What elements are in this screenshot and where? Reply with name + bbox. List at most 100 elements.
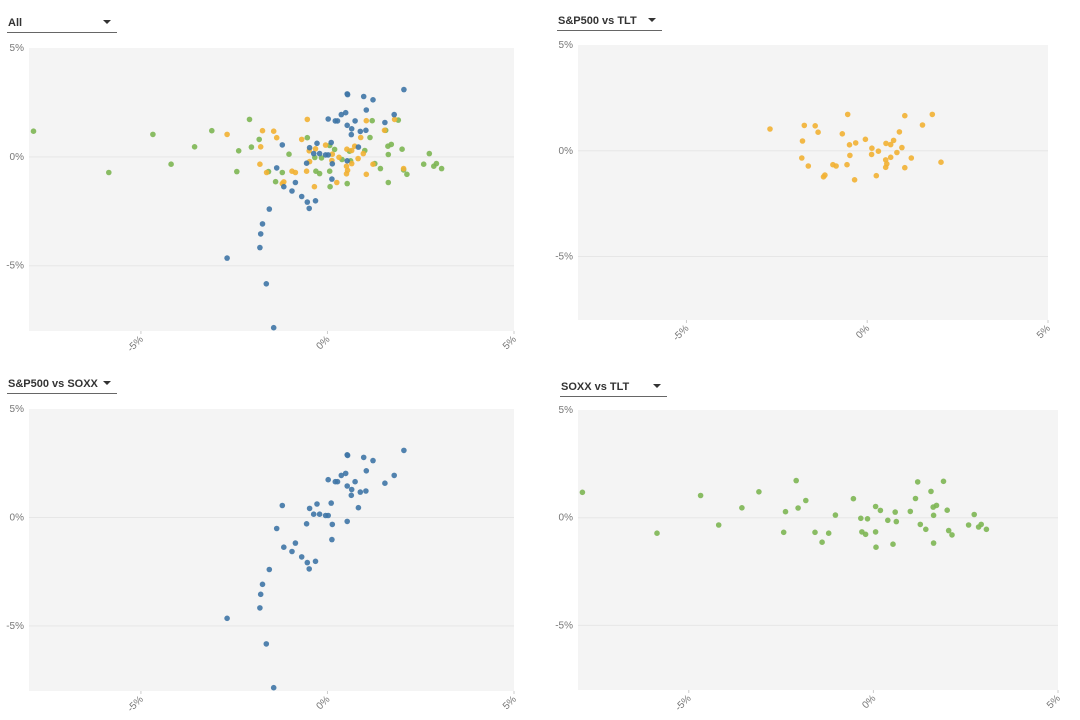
data-point[interactable] [890,137,897,144]
data-point[interactable] [279,502,286,509]
data-point[interactable] [325,116,332,122]
data-point[interactable] [279,142,286,148]
data-point[interactable] [799,155,805,161]
data-point[interactable] [329,521,336,528]
data-point[interactable] [844,161,850,168]
data-point[interactable] [940,478,947,485]
data-point[interactable] [306,505,313,512]
data-point[interactable] [311,183,318,190]
data-point[interactable] [793,477,799,484]
data-point[interactable] [257,244,263,251]
data-point[interactable] [894,149,900,156]
data-point[interactable] [314,140,320,147]
data-point[interactable] [805,163,812,169]
data-point[interactable] [890,541,896,547]
data-point[interactable] [715,522,722,528]
data-point[interactable] [812,123,818,129]
data-point[interactable] [858,515,864,522]
data-point[interactable] [930,512,937,519]
data-point[interactable] [168,161,174,167]
data-point[interactable] [312,146,319,152]
data-point[interactable] [873,172,880,179]
data-point[interactable] [400,165,407,172]
data-point[interactable] [892,509,898,515]
data-point[interactable] [933,502,940,509]
data-point[interactable] [334,179,340,186]
data-point[interactable] [304,116,311,123]
data-point[interactable] [363,468,370,474]
data-point[interactable] [868,151,875,158]
data-point[interactable] [322,142,329,148]
data-point[interactable] [877,507,884,514]
data-point[interactable] [381,127,388,134]
data-point[interactable] [812,529,818,536]
data-point[interactable] [316,170,323,177]
data-point[interactable] [344,483,351,489]
data-point[interactable] [334,118,341,124]
data-point[interactable] [344,452,351,459]
data-point[interactable] [355,155,361,162]
data-point[interactable] [270,128,277,134]
data-point[interactable] [887,154,894,161]
data-point[interactable] [281,544,287,550]
data-point[interactable] [316,150,323,157]
data-point[interactable] [334,478,341,485]
data-point[interactable] [257,161,263,167]
data-point[interactable] [401,447,407,454]
data-point[interactable] [304,559,311,566]
data-point[interactable] [329,176,335,182]
data-point[interactable] [839,131,846,137]
data-point[interactable] [872,529,879,535]
data-point[interactable] [363,117,370,124]
data-point[interactable] [352,478,358,485]
data-point[interactable] [329,161,336,167]
data-point[interactable] [369,117,376,124]
data-point[interactable] [348,160,355,167]
data-point[interactable] [209,127,215,134]
data-point[interactable] [907,508,914,515]
data-point[interactable] [273,525,280,532]
selector-soxx-vs-tlt[interactable]: SOXX vs TLT [560,379,667,397]
data-point[interactable] [306,566,313,572]
data-point[interactable] [846,142,853,148]
data-point[interactable] [363,127,369,134]
data-point[interactable] [697,492,704,499]
data-point[interactable] [654,530,660,536]
data-point[interactable] [328,139,335,146]
selector-sp500-vs-soxx[interactable]: S&P500 vs SOXX [7,376,117,394]
data-point[interactable] [433,160,440,167]
data-point[interactable] [883,140,889,147]
data-point[interactable] [326,168,333,174]
data-point[interactable] [234,168,240,175]
data-point[interactable] [399,146,405,152]
data-point[interactable] [363,488,369,494]
data-point[interactable] [273,165,280,171]
data-point[interactable] [756,489,762,495]
data-point[interactable] [875,148,882,154]
data-point[interactable] [803,497,809,504]
data-point[interactable] [191,144,198,150]
data-point[interactable] [360,93,367,100]
data-point[interactable] [815,129,821,135]
data-point[interactable] [357,489,364,495]
data-point[interactable] [391,116,398,123]
data-point[interactable] [847,152,853,159]
data-point[interactable] [303,521,310,527]
data-point[interactable] [338,472,345,479]
data-point[interactable] [426,150,433,157]
data-point[interactable] [864,516,871,522]
data-point[interactable] [259,221,266,227]
data-point[interactable] [259,127,266,134]
data-point[interactable] [363,107,370,113]
data-point[interactable] [292,169,299,176]
data-point[interactable] [914,479,921,485]
data-point[interactable] [938,159,944,165]
data-point[interactable] [382,119,388,126]
data-point[interactable] [377,165,384,172]
data-point[interactable] [303,168,310,174]
selector-sp500-vs-tlt[interactable]: S&P500 vs TLT [557,13,662,31]
data-point[interactable] [357,128,364,135]
data-point[interactable] [885,517,891,524]
data-point[interactable] [224,131,230,138]
data-point[interactable] [270,324,277,331]
